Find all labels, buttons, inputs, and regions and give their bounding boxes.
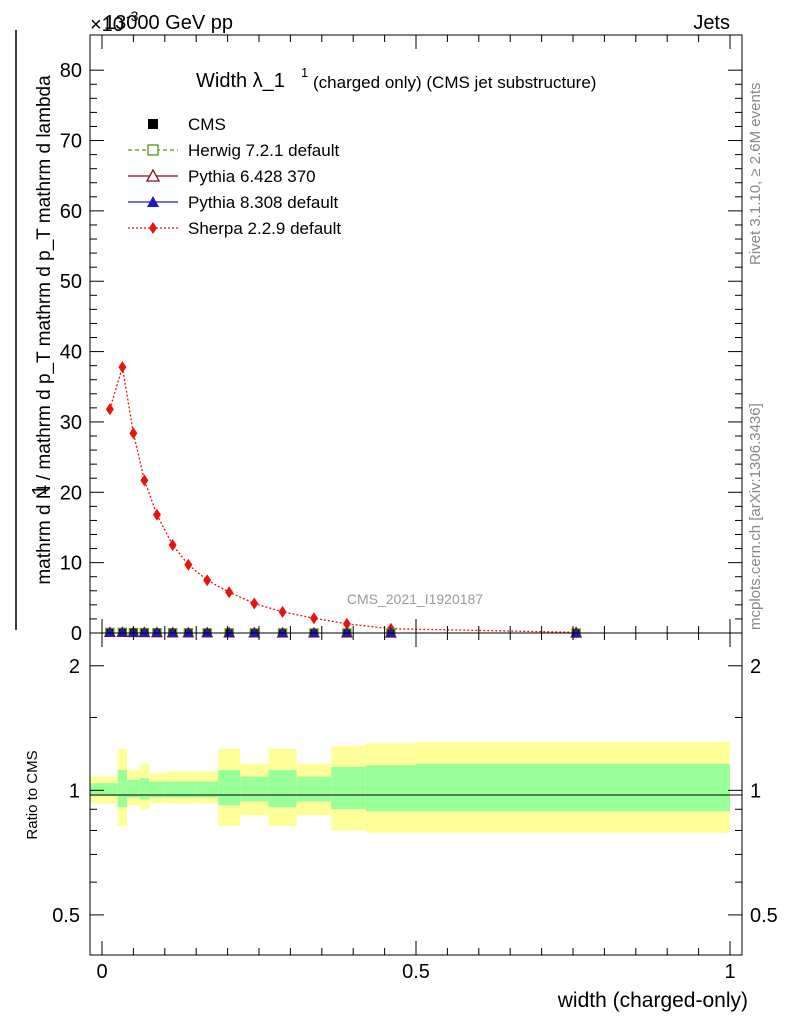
pythia8-point [341,627,352,637]
pythia8-point [183,627,194,637]
svg-text:1: 1 [29,484,51,495]
main-y-tick-label: 30 [60,412,82,434]
svg-text:Width λ_1: Width λ_1 [196,70,285,92]
sherpa-point [250,597,259,610]
svg-text:mathrm d N / mathrm d p_T math: mathrm d N / mathrm d p_T mathrm d p_T m… [34,75,55,585]
ratio-band-inner [416,763,730,812]
main-y-ticks: 0 10 20 30 40 50 60 70 80 [60,60,742,645]
main-y-tick-label: 80 [60,60,82,82]
pythia8-point [308,627,319,637]
main-x-ticks [101,35,731,633]
mcplots-label: mcplots.cern.ch [arXiv:1306.3436] [747,403,764,630]
legend-marker-herwig [147,144,159,156]
ratio-y-tick-label-right: 1 [750,780,761,802]
pythia8-point [249,627,260,637]
ratio-y-tick-label-right: 2 [750,656,761,678]
sherpa-line [109,366,577,633]
ratio-band-inner [149,781,165,798]
ratio-band-inner [139,778,150,800]
ratio-band-inner [196,781,219,798]
svg-text:1: 1 [301,65,308,80]
x-tick-label: 1 [724,961,735,983]
sherpa-point [184,558,193,571]
legend-label: Sherpa 2.2.9 default [188,219,341,238]
ratio-band-inner [127,779,140,798]
pythia8-point [104,627,115,637]
exponent-label: ×10 [90,14,124,36]
ratio-y-tick-label: 1 [69,780,80,802]
sherpa-point [203,574,212,587]
x-tick-label: 0 [96,961,107,983]
legend-label: CMS [188,115,226,134]
sherpa-point [168,539,177,552]
sherpa-point [342,617,351,630]
legend-marker-cms [148,119,158,129]
ratio-band-inner [296,776,332,802]
legend-label: Herwig 7.2.1 default [188,141,339,160]
ratio-band-inner [240,776,269,802]
ratio-y-label: Ratio to CMS [24,750,41,839]
svg-text:(charged only) (CMS jet substr: (charged only) (CMS jet substructure) [313,73,596,92]
legend-marker-sherpa [149,222,157,234]
x-tick-label: 0.5 [402,961,430,983]
main-y-tick-label: 0 [71,623,82,645]
ratio-y-tick-label-right: 0.5 [750,905,778,927]
legend-label: Pythia 6.428 370 [188,167,316,186]
ratio-panel: 0.5 0.5 1 1 2 2 [52,632,778,956]
pythia8-point [385,627,396,637]
plot-title: Width λ_1 1 (charged only) (CMS jet subs… [196,65,596,92]
ratio-band-inner [331,766,366,810]
sherpa-point [309,612,318,625]
collision-label: 13000 GeV pp [104,12,233,34]
main-y-tick-label: 70 [60,131,82,153]
main-panel: 0 10 20 30 40 50 60 70 80 [60,34,743,645]
ratio-y-tick-label: 0.5 [52,905,80,927]
sherpa-point [105,403,114,416]
sherpa-series-line [109,366,577,633]
rivet-label: Rivet 3.1.10, ≥ 2.6M events [747,83,764,266]
pythia8-point [224,627,235,637]
ratio-band-inner [180,781,197,798]
ratio-band-inner [117,769,128,808]
pythia8-point [151,627,162,637]
main-y-label: 1 mathrm d N / mathrm d p_T mathrm d p_T… [15,30,55,630]
legend-marker-pythia6 [145,168,161,182]
sherpa-point [118,361,127,374]
ratio-y-tick-label: 2 [69,656,80,678]
ratio-x-ticks [101,633,731,955]
sherpa-point [278,605,287,618]
ratio-band-inner [164,781,181,798]
analysis-watermark: CMS_2021_I1920187 [347,591,483,607]
sherpa-point [225,586,234,599]
main-y-tick-label: 10 [60,553,82,575]
pythia8-point [571,627,582,637]
jets-label: Jets [693,12,730,34]
legend-marker-pythia8 [147,196,159,207]
legend-label: Pythia 8.308 default [188,193,339,212]
pythia8-point [202,627,213,637]
legend: CMS Herwig 7.2.1 default Pythia 6.428 370 P… [128,115,341,238]
ratio-bands [90,741,730,833]
x-axis-label: width (charged-only) [557,989,748,1012]
sherpa-point [140,474,149,487]
pythia8-point [117,627,128,637]
exponent-power: -3 [126,8,139,24]
ratio-band-inner [365,765,416,812]
pythia8-point [139,627,150,637]
ratio-band-inner [90,783,118,796]
ratio-band-inner [268,769,297,808]
main-y-tick-label: 60 [60,201,82,223]
pythia8-point [277,627,288,637]
main-y-tick-label: 50 [60,271,82,293]
sherpa-point [129,427,138,440]
pythia8-point [167,627,178,637]
x-tick-labels: 0 0.5 1 [96,961,735,983]
ratio-band-inner [218,769,241,806]
sherpa-point [152,508,161,521]
main-y-tick-label: 40 [60,342,82,364]
main-y-tick-label: 20 [60,482,82,504]
ratio-y-ticks: 0.5 0.5 1 1 2 2 [52,656,778,927]
